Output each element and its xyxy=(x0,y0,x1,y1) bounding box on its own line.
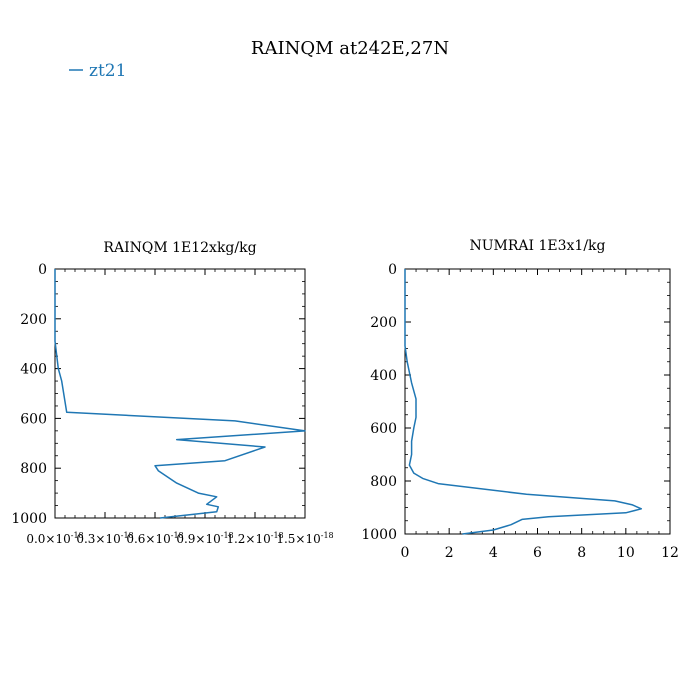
x-tick-label: 12 xyxy=(661,545,679,561)
rainqm-panel: RAINQM 1E12xkg/kg 0 200 400 600 800 1000 0.0×10… xyxy=(11,240,333,546)
x-tick-label: 1.5×10-18 xyxy=(276,531,333,546)
y-tick-label: 0 xyxy=(38,262,47,278)
x-tick-label: 4 xyxy=(489,545,498,561)
y-tick-label: 200 xyxy=(20,312,47,328)
y-tick-label: 600 xyxy=(20,411,47,427)
x-tick-label: 6 xyxy=(533,545,542,561)
panel-title: NUMRAI 1E3x1/kg xyxy=(469,238,605,254)
y-tick-label: 600 xyxy=(370,421,397,437)
panel-title: RAINQM 1E12xkg/kg xyxy=(103,240,256,256)
y-tick-label: 200 xyxy=(370,315,397,331)
x-tick-label: 0.3×10-18 xyxy=(76,531,133,546)
y-tick-label: 0 xyxy=(388,262,397,278)
y-tick-label: 1000 xyxy=(11,511,47,527)
x-tick-label: 0 xyxy=(401,545,410,561)
figure-legend: zt21 xyxy=(69,61,126,81)
x-tick-label: 8 xyxy=(577,545,586,561)
x-tick-label: 10 xyxy=(617,545,635,561)
y-tick-label: 400 xyxy=(370,368,397,384)
x-tick-label: 0.6×10-18 xyxy=(126,531,183,546)
y-tick-label: 800 xyxy=(20,461,47,477)
x-tick-label: 2 xyxy=(445,545,454,561)
axes-frame xyxy=(54,268,306,519)
series-line-zt21 xyxy=(404,269,643,535)
y-tick-label: 800 xyxy=(370,474,397,490)
legend-label-zt21: zt21 xyxy=(89,61,126,81)
series-line-zt21 xyxy=(54,269,306,519)
x-tick-label: 0.9×10-18 xyxy=(176,531,233,546)
axes-frame xyxy=(404,268,671,535)
x-tick-label: 0.0×10-18 xyxy=(26,531,83,546)
y-tick-label: 1000 xyxy=(361,527,397,543)
figure-title: RAINQM at242E,27N xyxy=(251,38,449,59)
y-tick-label: 400 xyxy=(20,362,47,378)
x-tick-label: 1.2×10-18 xyxy=(226,531,283,546)
